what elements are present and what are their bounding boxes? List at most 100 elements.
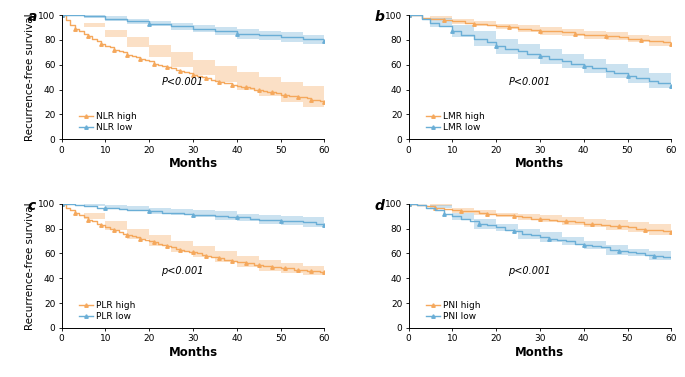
PLR low bbox=[71, 203, 79, 207]
PLR low bbox=[233, 215, 241, 220]
LMR high bbox=[461, 20, 469, 25]
Text: c: c bbox=[27, 199, 36, 213]
PNI low bbox=[667, 256, 675, 261]
LMR high bbox=[549, 29, 557, 34]
LMR high bbox=[580, 33, 588, 37]
LMR high bbox=[658, 39, 667, 43]
PLR low bbox=[189, 213, 197, 217]
Text: a: a bbox=[27, 10, 37, 24]
LMR high bbox=[527, 28, 535, 32]
LMR high bbox=[440, 18, 448, 22]
LMR low bbox=[545, 56, 553, 61]
LMR low bbox=[645, 79, 653, 83]
LMR low bbox=[418, 17, 426, 21]
PLR low bbox=[136, 208, 145, 212]
LMR high bbox=[536, 28, 544, 32]
LMR high bbox=[571, 30, 579, 35]
LMR high bbox=[440, 17, 448, 21]
LMR high bbox=[614, 35, 623, 40]
PNI low bbox=[466, 219, 474, 224]
PLR low bbox=[321, 221, 329, 226]
LMR high bbox=[601, 34, 610, 38]
X-axis label: Months: Months bbox=[515, 346, 564, 359]
Text: P<0.001: P<0.001 bbox=[508, 77, 551, 87]
PLR low bbox=[202, 213, 210, 217]
LMR low bbox=[426, 17, 434, 21]
X-axis label: Months: Months bbox=[515, 157, 564, 170]
PNI low bbox=[632, 251, 640, 256]
LMR low bbox=[514, 46, 522, 51]
LMR high bbox=[645, 38, 653, 42]
NLR low bbox=[277, 35, 285, 40]
LMR low bbox=[523, 51, 531, 56]
LMR low bbox=[645, 76, 653, 81]
LMR high bbox=[536, 29, 544, 34]
LMR low bbox=[418, 13, 426, 17]
NLR low bbox=[321, 37, 329, 41]
LMR low bbox=[435, 24, 443, 29]
PLR low bbox=[255, 216, 263, 221]
LMR high bbox=[623, 37, 632, 41]
LMR low bbox=[457, 33, 465, 37]
Line: PNI low: PNI low bbox=[407, 202, 673, 260]
Y-axis label: Recurrence-free survival: Recurrence-free survival bbox=[25, 202, 36, 330]
LMR high bbox=[418, 15, 426, 20]
LMR low bbox=[523, 49, 531, 54]
LMR high bbox=[593, 33, 601, 37]
Text: P<0.001: P<0.001 bbox=[162, 77, 203, 87]
LMR high bbox=[426, 17, 434, 21]
PLR low bbox=[290, 219, 298, 224]
PNI low bbox=[404, 202, 412, 206]
NLR high bbox=[224, 81, 232, 86]
LMR low bbox=[601, 66, 610, 71]
PLR low bbox=[158, 210, 166, 215]
NLR low bbox=[123, 17, 132, 21]
LMR high bbox=[614, 34, 623, 38]
PLR low bbox=[277, 218, 285, 222]
LMR low bbox=[457, 29, 465, 34]
PNI low bbox=[501, 225, 509, 230]
LMR low bbox=[536, 54, 544, 58]
PLR low bbox=[79, 204, 88, 208]
PLR low bbox=[268, 218, 276, 222]
LMR high bbox=[601, 33, 610, 37]
LMR high bbox=[667, 40, 675, 44]
LMR high bbox=[470, 20, 478, 25]
NLR low bbox=[211, 26, 219, 31]
LMR low bbox=[545, 54, 553, 58]
LMR high bbox=[549, 29, 557, 34]
NLR low bbox=[321, 39, 329, 43]
PLR low bbox=[211, 213, 219, 217]
LMR high bbox=[448, 19, 456, 23]
LMR low bbox=[492, 40, 500, 44]
Y-axis label: Recurrence-free survival: Recurrence-free survival bbox=[25, 13, 36, 141]
LMR low bbox=[654, 81, 662, 86]
PNI low bbox=[545, 236, 553, 241]
NLR low bbox=[277, 33, 285, 37]
LMR low bbox=[536, 51, 544, 56]
PNI high bbox=[562, 219, 571, 224]
PNI high bbox=[404, 202, 412, 206]
PLR low bbox=[123, 208, 132, 212]
LMR low bbox=[435, 20, 443, 25]
PNI high bbox=[457, 209, 465, 213]
LMR low bbox=[566, 61, 575, 66]
PLR low bbox=[167, 210, 175, 215]
LMR high bbox=[505, 24, 513, 29]
LMR high bbox=[527, 26, 535, 31]
Line: PLR high: PLR high bbox=[60, 202, 326, 274]
PLR high bbox=[224, 257, 232, 262]
Line: PNI high: PNI high bbox=[407, 202, 673, 234]
PLR low bbox=[167, 210, 175, 215]
LMR low bbox=[514, 49, 522, 54]
PLR low bbox=[299, 219, 307, 224]
NLR high bbox=[58, 13, 66, 17]
NLR low bbox=[255, 31, 263, 36]
LMR low bbox=[601, 69, 610, 73]
PLR low bbox=[202, 213, 210, 217]
Legend: PLR high, PLR low: PLR high, PLR low bbox=[79, 301, 136, 321]
PLR high bbox=[171, 245, 179, 250]
LMR low bbox=[483, 40, 491, 44]
LMR low bbox=[610, 69, 619, 73]
LMR high bbox=[426, 15, 434, 20]
